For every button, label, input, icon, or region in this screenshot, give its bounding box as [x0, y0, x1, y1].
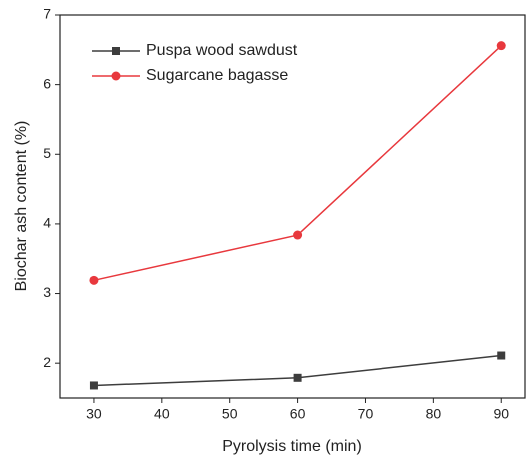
y-tick-label: 4 [43, 215, 51, 231]
y-tick-label: 6 [43, 75, 51, 91]
x-tick-label: 50 [222, 406, 238, 422]
y-tick-label: 3 [43, 284, 51, 300]
legend-marker [111, 71, 121, 81]
y-tick-label: 5 [43, 145, 51, 161]
marker [293, 230, 303, 240]
y-tick-label: 7 [43, 6, 51, 22]
marker [89, 381, 98, 390]
marker [293, 373, 302, 382]
marker [497, 351, 506, 360]
legend-text: Puspa wood sawdust [146, 42, 298, 59]
plot-frame [59, 14, 526, 399]
x-axis-title: Pyrolysis time (min) [222, 438, 362, 455]
x-tick-label: 90 [493, 406, 509, 422]
x-tick-label: 40 [154, 406, 170, 422]
legend-text: Sugarcane bagasse [146, 67, 288, 84]
marker [496, 41, 506, 51]
y-tick-label: 2 [43, 354, 51, 370]
marker [89, 275, 99, 285]
x-tick-label: 30 [86, 406, 102, 422]
legend-marker [112, 47, 120, 55]
x-tick-label: 60 [290, 406, 306, 422]
y-axis-title: Biochar ash content (%) [13, 121, 30, 292]
x-tick-label: 80 [426, 406, 442, 422]
x-tick-label: 70 [358, 406, 374, 422]
